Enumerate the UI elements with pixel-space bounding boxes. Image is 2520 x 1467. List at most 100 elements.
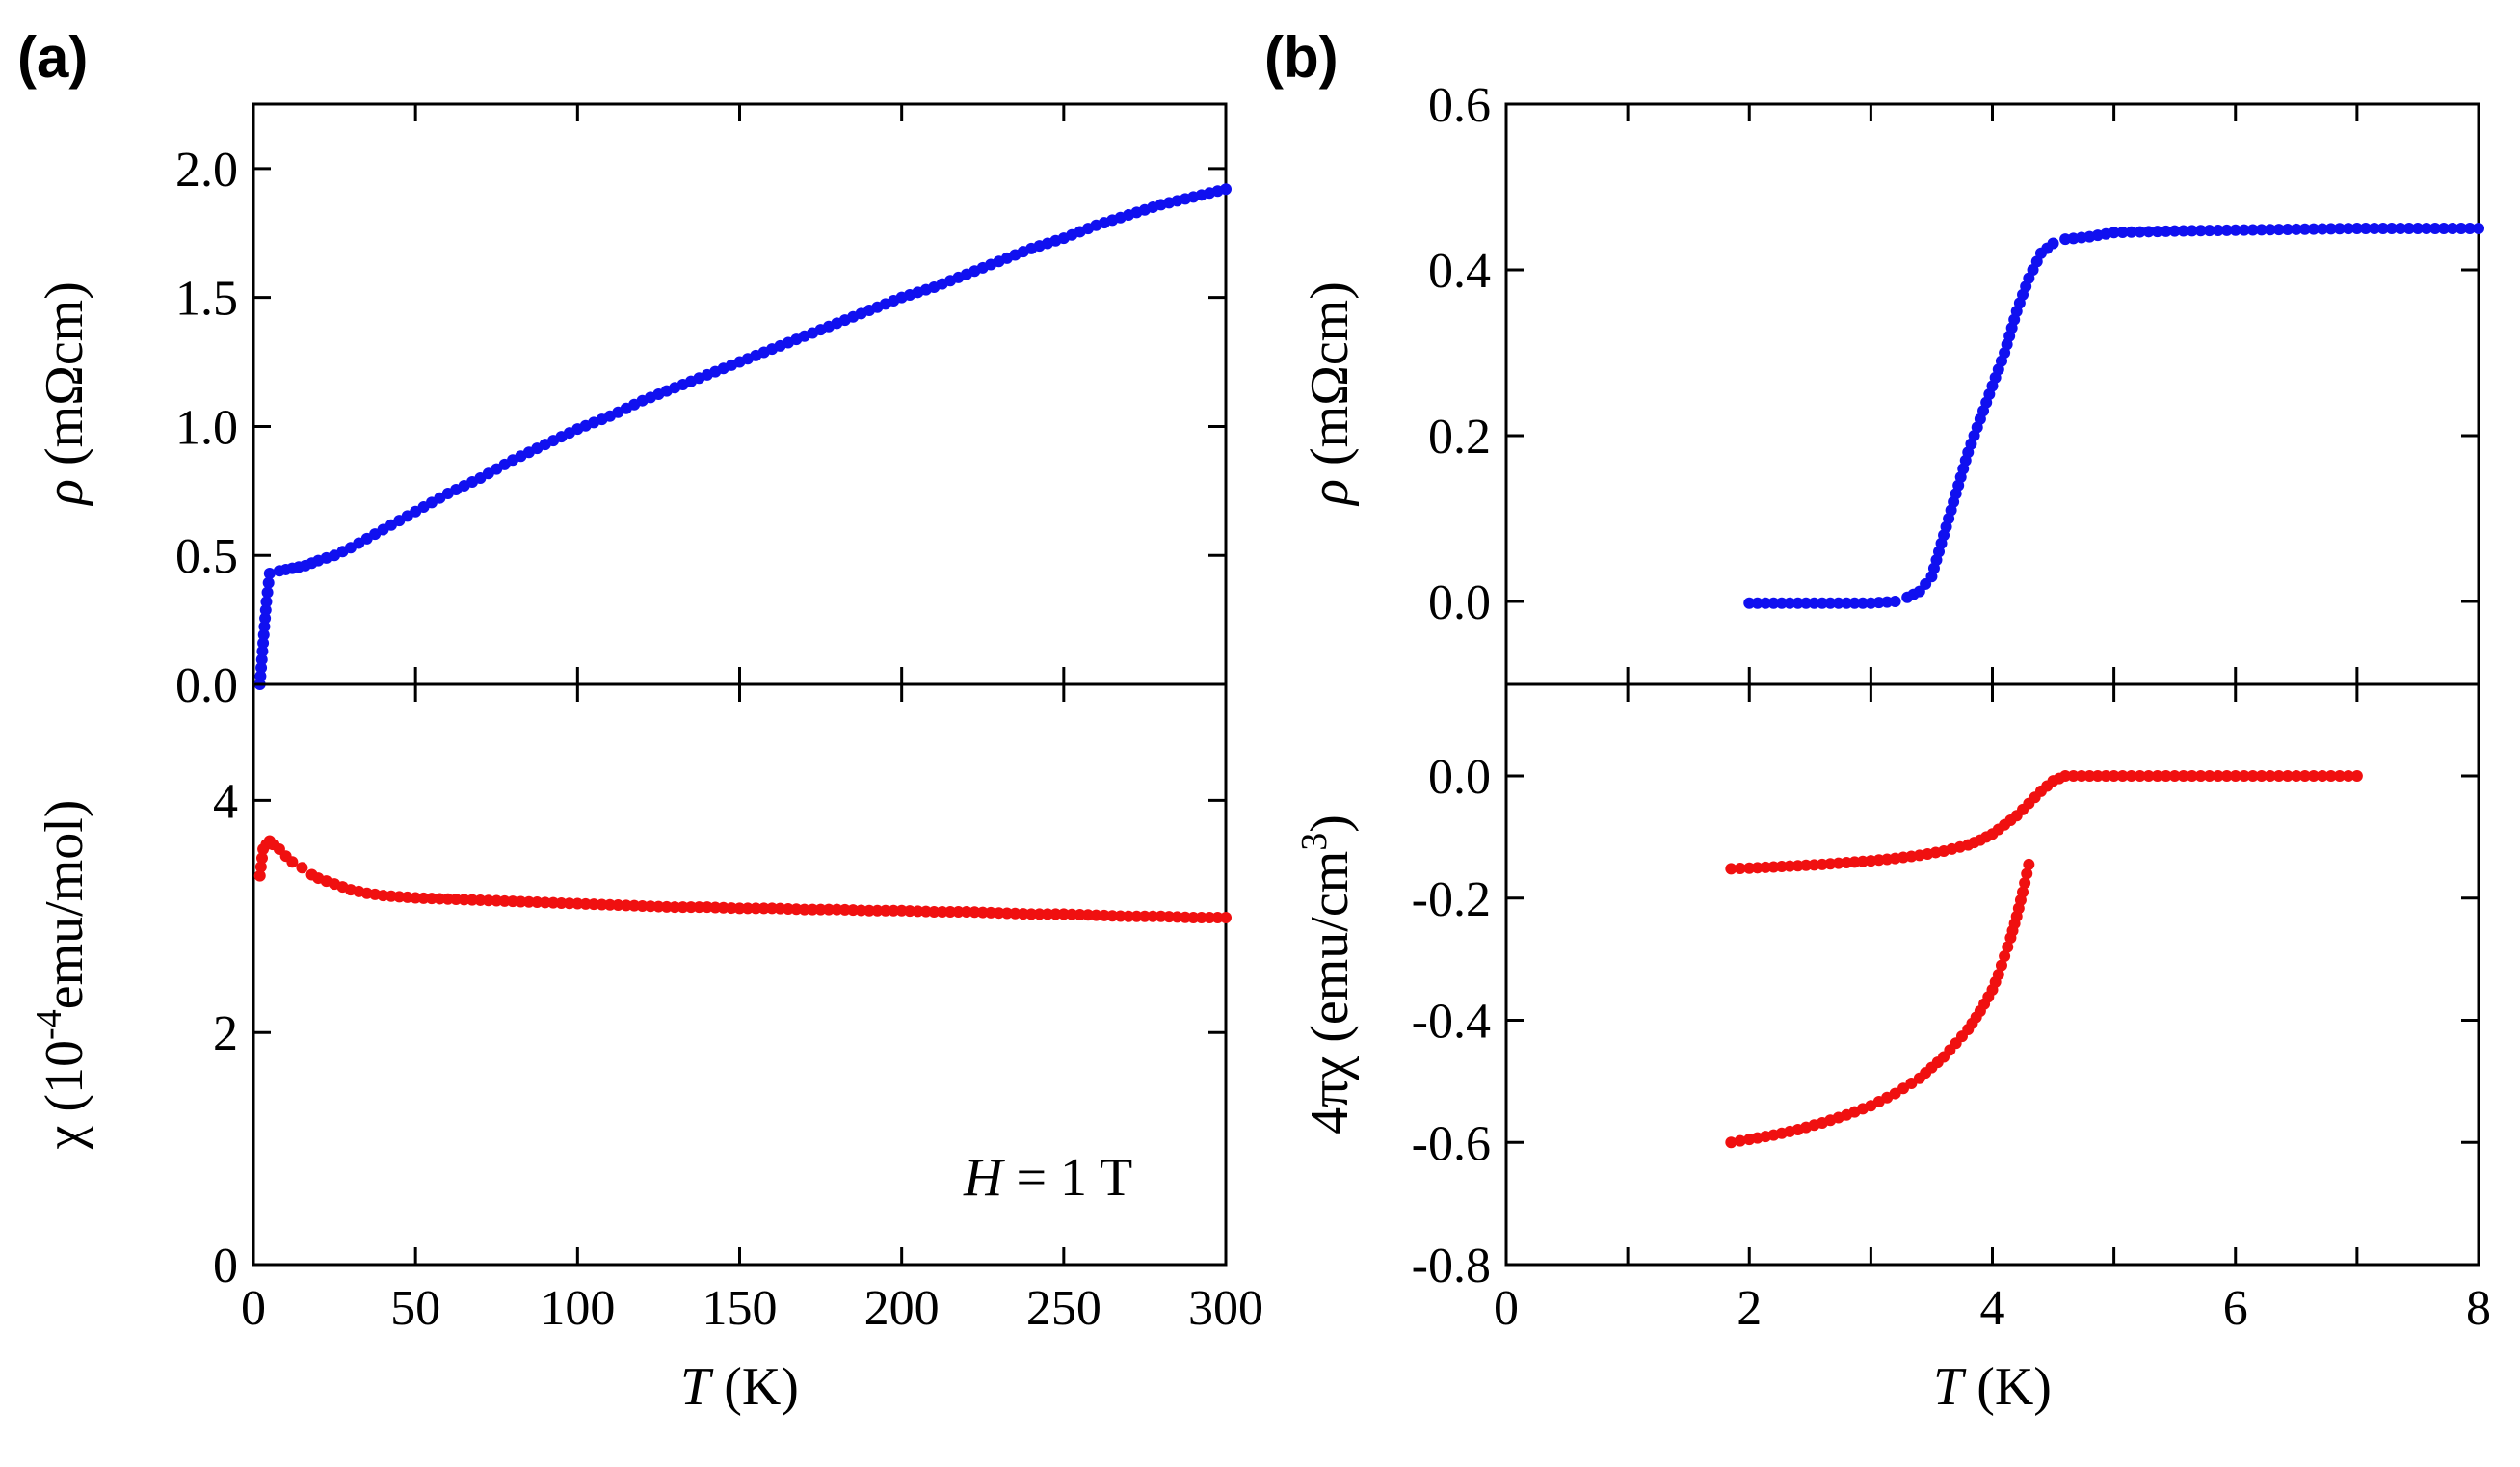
- data-point: [733, 902, 746, 915]
- data-point: [912, 905, 924, 918]
- y-axis-title: ρ (mΩcm): [1300, 281, 1360, 507]
- data-point: [2091, 770, 2104, 783]
- data-point: [1889, 596, 1901, 607]
- data-point: [2100, 770, 2112, 783]
- y-tick-label: -0.2: [1412, 872, 1491, 927]
- data-point: [2298, 770, 2311, 783]
- data-point: [2324, 223, 2337, 235]
- data-point: [2281, 223, 2294, 235]
- y-axis-title-end: emu/mol): [35, 800, 94, 1010]
- data-point: [2023, 858, 2035, 870]
- data-point: [1751, 597, 1764, 609]
- data-point: [286, 856, 299, 868]
- y-axis-title: 4πχ (emu/cm3): [1294, 814, 1360, 1134]
- data-point: [1808, 597, 1820, 609]
- data-point: [260, 596, 273, 608]
- data-point: [563, 897, 575, 910]
- data-point: [2255, 770, 2268, 783]
- data-point: [2376, 223, 2389, 234]
- data-point: [2316, 770, 2328, 783]
- x-tick-label: 0: [1494, 1281, 1519, 1336]
- plot-a-resistivity: 0.0 0.5 1.0 1.5 2.0 ρ (mΩcm): [35, 102, 1232, 713]
- data-point: [1824, 597, 1837, 609]
- data-point: [709, 901, 722, 914]
- data-point: [2454, 223, 2467, 234]
- data-point: [944, 905, 957, 918]
- data-point: [717, 901, 729, 914]
- data-point: [855, 904, 867, 917]
- y-tick-label: 2.0: [175, 143, 238, 198]
- y-axis-title: χ (10-4emu/mol): [29, 800, 94, 1151]
- data-point: [2083, 770, 2096, 783]
- data-point: [257, 637, 270, 650]
- data-point: [603, 898, 616, 911]
- data-point: [782, 902, 794, 915]
- panel-b: 0.0 0.2 0.4 0.6 ρ (mΩcm) -0.8 -0.6 -0.4 -0.2 0.0…: [1294, 78, 2491, 1417]
- data-point: [257, 628, 270, 641]
- data-point: [628, 899, 641, 912]
- y-axis-unit: (mΩcm): [35, 281, 94, 479]
- data-point: [1187, 912, 1200, 924]
- data-point: [1220, 912, 1232, 924]
- data-point: [2203, 770, 2215, 783]
- data-point: [2212, 770, 2224, 783]
- panel-label-a: (a): [17, 25, 88, 90]
- data-point: [261, 586, 274, 599]
- data-point: [2264, 224, 2276, 236]
- data-point: [2160, 770, 2172, 783]
- data-point: [296, 862, 308, 874]
- data-point: [993, 907, 1005, 920]
- data-point: [2151, 770, 2163, 783]
- x-tick-label: 250: [1026, 1281, 1101, 1336]
- x-tick-label: 50: [390, 1281, 440, 1336]
- data-point: [2194, 225, 2207, 237]
- data-point: [2059, 770, 2072, 783]
- data-point: [2186, 225, 2198, 237]
- data-point: [645, 900, 657, 913]
- data-point: [2019, 876, 2031, 889]
- data-point: [2177, 770, 2189, 783]
- data-point: [2272, 770, 2285, 783]
- x-axis-symbol: T: [1933, 1357, 1967, 1417]
- data-point: [652, 900, 665, 913]
- data-point: [425, 893, 438, 905]
- data-point: [2151, 226, 2163, 238]
- data-point: [2307, 223, 2320, 235]
- plot-b-resistivity: 0.0 0.2 0.4 0.6 ρ (mΩcm): [1300, 78, 2484, 686]
- field-annotation: H = 1 T: [963, 1148, 1132, 1208]
- data-point: [1767, 597, 1780, 609]
- data-point: [1066, 908, 1078, 920]
- data-point: [2316, 223, 2328, 235]
- series-ρ: [1743, 223, 2484, 609]
- y-tick-label: 0.2: [1428, 410, 1491, 465]
- data-point: [620, 899, 632, 912]
- data-point: [263, 567, 276, 579]
- data-point: [256, 645, 269, 657]
- data-point: [2298, 223, 2311, 235]
- series-line: [258, 187, 1227, 685]
- data-point: [2255, 224, 2268, 236]
- data-point: [588, 898, 600, 911]
- data-point: [1154, 910, 1167, 922]
- data-point: [2125, 770, 2137, 783]
- data-point: [904, 905, 916, 918]
- y-tick-label: 0.0: [1428, 575, 1491, 630]
- data-point: [1130, 910, 1143, 922]
- x-tick-label: 150: [703, 1281, 778, 1336]
- y-axis-symbol: ρ: [1300, 479, 1360, 507]
- data-point: [2075, 770, 2087, 783]
- data-point: [474, 894, 487, 906]
- data-point: [676, 901, 689, 914]
- data-point: [879, 904, 891, 917]
- data-point: [2067, 770, 2080, 783]
- data-point: [2108, 770, 2120, 783]
- y-tick-label: -0.6: [1412, 1116, 1491, 1171]
- data-point: [441, 893, 454, 905]
- data-point: [1000, 907, 1013, 920]
- data-point: [968, 906, 981, 919]
- y-tick-label: -0.8: [1412, 1239, 1491, 1294]
- data-point: [2333, 770, 2346, 783]
- x-tick-label: 4: [1980, 1281, 2005, 1336]
- data-point: [2333, 223, 2346, 235]
- data-point: [976, 906, 989, 919]
